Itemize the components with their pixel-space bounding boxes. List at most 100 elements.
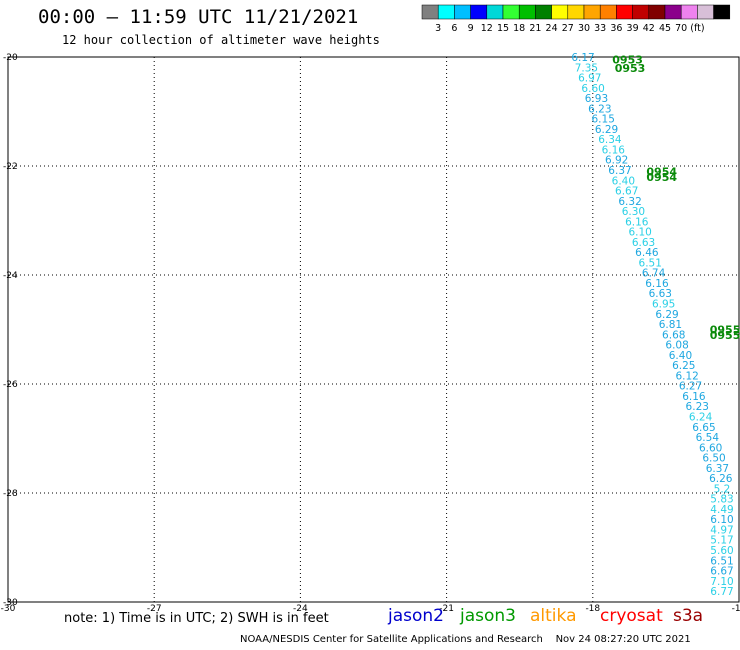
legend-label: 30 bbox=[578, 23, 590, 34]
swh-value-label: 6.60 bbox=[581, 83, 604, 95]
swh-value-label: 4.49 bbox=[710, 504, 733, 516]
swh-value-label: 6.40 bbox=[612, 175, 635, 187]
swh-value-label: 5.60 bbox=[710, 545, 733, 557]
legend-label: 70 bbox=[675, 23, 687, 34]
swh-value-label: 6.77 bbox=[710, 586, 733, 598]
credit-line: NOAA/NESDIS Center for Satellite Applica… bbox=[240, 634, 691, 645]
pass-time-label: 0955 bbox=[710, 324, 740, 337]
swh-value-label: 5.83 bbox=[710, 494, 733, 506]
swh-value-label: 6.81 bbox=[659, 319, 682, 331]
swh-value-label: 6.40 bbox=[669, 350, 692, 362]
legend-label: (ft) bbox=[690, 23, 704, 34]
swh-value-label: 6.16 bbox=[602, 144, 626, 156]
swh-value-label: 6.29 bbox=[595, 124, 618, 136]
y-tick-label: -28 bbox=[3, 489, 18, 499]
swh-value-label: 6.32 bbox=[618, 196, 641, 208]
pass-time-label: 0955 bbox=[710, 329, 740, 342]
swh-value-label: 6.50 bbox=[702, 453, 725, 465]
swh-value-label: 6.63 bbox=[649, 288, 672, 300]
swh-value-label: 6.25 bbox=[672, 360, 695, 372]
pass-time-label: 0954 bbox=[646, 165, 677, 178]
x-tick-label: -24 bbox=[293, 604, 308, 614]
swh-value-label: 6.92 bbox=[605, 155, 628, 167]
swh-value-label: 6.37 bbox=[608, 165, 631, 177]
footer-note: note: 1) Time is in UTC; 2) SWH is in fe… bbox=[64, 611, 329, 626]
satellite-jason3-label: jason3 bbox=[460, 606, 516, 626]
swh-value-label: 6.51 bbox=[639, 257, 662, 269]
swh-value-label: 6.10 bbox=[628, 227, 651, 239]
satellite-jason2-label: jason2 bbox=[388, 606, 444, 626]
swh-value-label: 6.46 bbox=[635, 247, 659, 259]
legend-label: 12 bbox=[481, 23, 493, 34]
legend-label: 42 bbox=[643, 23, 655, 34]
swh-value-label: 6.68 bbox=[662, 329, 685, 341]
legend-swatch bbox=[713, 4, 731, 20]
swh-value-label: 6.67 bbox=[615, 186, 638, 198]
swh-value-label: 6.26 bbox=[709, 473, 733, 485]
swh-value-label: 6.67 bbox=[710, 566, 733, 578]
legend-label: 18 bbox=[513, 23, 525, 34]
swh-value-label: 6.15 bbox=[592, 114, 615, 126]
map-title: 00:00 – 11:59 UTC 11/21/2021 bbox=[38, 6, 359, 28]
pass-time-label: 0953 bbox=[612, 54, 643, 67]
swh-value-label: 6.23 bbox=[686, 401, 709, 413]
swh-value-label: 5.17 bbox=[710, 535, 733, 547]
swh-value-label: 6.51 bbox=[710, 555, 733, 567]
swh-value-label: 6.65 bbox=[692, 422, 715, 434]
pass-time-label: 0954 bbox=[646, 171, 677, 184]
wave-height-map: -30 -27 -24 -21 -18 -15 -20 -22 -24 -26 -28 -30 6.17… bbox=[1, 52, 740, 614]
color-legend: 3 6 9 12 15 18 21 24 27 30 33 36 39 42 45 70 (ft) bbox=[421, 4, 731, 34]
legend-label: 45 bbox=[659, 23, 671, 34]
legend-label: 15 bbox=[497, 23, 509, 34]
swh-value-label: 6.12 bbox=[675, 370, 698, 382]
satellite-altika-label: altika bbox=[530, 606, 577, 626]
legend-label: 24 bbox=[546, 23, 558, 34]
swh-value-label: 6.17 bbox=[571, 52, 594, 64]
swh-value-label: 6.16 bbox=[645, 278, 669, 290]
swh-value-label: 6.54 bbox=[696, 432, 720, 444]
swh-value-label: 6.60 bbox=[699, 442, 722, 454]
y-tick-label: -24 bbox=[3, 271, 18, 281]
map-subtitle: 12 hour collection of altimeter wave hei… bbox=[62, 33, 380, 47]
swh-value-label: 6.30 bbox=[622, 206, 645, 218]
swh-value-label: 6.93 bbox=[585, 93, 608, 105]
x-tick-label: -15 bbox=[732, 604, 740, 614]
swh-value-label: 4.97 bbox=[710, 524, 733, 536]
y-tick-label: -30 bbox=[3, 598, 18, 608]
satellite-s3a-label: s3a bbox=[673, 606, 704, 626]
legend-label: 21 bbox=[529, 23, 541, 34]
y-tick-label: -26 bbox=[3, 380, 18, 390]
swh-value-label: 6.37 bbox=[706, 463, 729, 475]
y-tick-label: -22 bbox=[3, 162, 18, 172]
legend-label: 6 bbox=[451, 23, 457, 34]
swh-value-label: 6.27 bbox=[679, 381, 702, 393]
swh-value-label: 7.10 bbox=[710, 576, 733, 588]
swh-value-label: 6.08 bbox=[665, 340, 688, 352]
swh-value-label: 6.74 bbox=[642, 268, 666, 280]
legend-label: 39 bbox=[627, 23, 639, 34]
legend-label: 33 bbox=[594, 23, 606, 34]
legend-label: 9 bbox=[468, 23, 474, 34]
legend-label: 27 bbox=[562, 23, 574, 34]
swh-value-label: 6.23 bbox=[588, 103, 611, 115]
x-tick-label: -27 bbox=[147, 604, 162, 614]
swh-value-label: 6.10 bbox=[710, 514, 733, 526]
swh-value-label: 5.2 bbox=[714, 483, 731, 495]
swh-value-label: 6.63 bbox=[632, 237, 655, 249]
swh-value-label: 6.16 bbox=[625, 216, 649, 228]
swh-value-label: 6.34 bbox=[598, 134, 622, 146]
y-tick-label: -20 bbox=[3, 53, 18, 63]
x-tick-label: -30 bbox=[1, 604, 16, 614]
swh-value-label: 6.97 bbox=[578, 73, 601, 85]
legend-label: 3 bbox=[435, 23, 441, 34]
legend-label: 36 bbox=[610, 23, 622, 34]
swh-value-label: 6.16 bbox=[682, 391, 706, 403]
map-frame bbox=[7, 56, 740, 603]
pass-time-label: 0953 bbox=[615, 62, 646, 75]
swh-value-label: 6.24 bbox=[689, 411, 713, 423]
swh-value-label: 7.35 bbox=[575, 62, 598, 74]
x-tick-label: -18 bbox=[585, 604, 600, 614]
swh-value-label: 6.29 bbox=[655, 309, 678, 321]
swh-value-label: 6.95 bbox=[652, 299, 675, 311]
x-tick-label: -21 bbox=[439, 604, 454, 614]
